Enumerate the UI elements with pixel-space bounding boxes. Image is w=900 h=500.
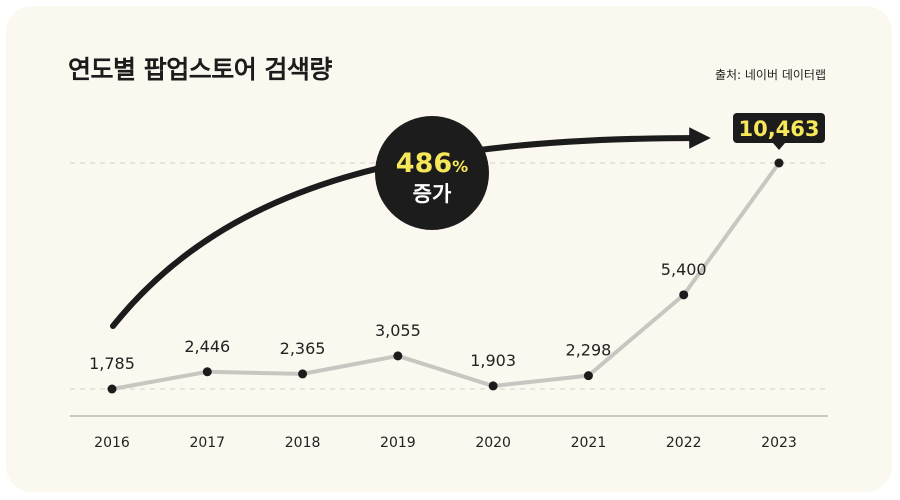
data-label-2023: 10,463 bbox=[738, 117, 819, 141]
source-note: 출처: 네이버 데이터랩 bbox=[714, 68, 826, 82]
data-point-2019 bbox=[393, 351, 403, 361]
data-point-2023 bbox=[774, 158, 784, 168]
data-point-2016 bbox=[107, 384, 117, 394]
data-point-2022 bbox=[679, 290, 689, 300]
series-line bbox=[110, 161, 781, 391]
x-tick-2023: 2023 bbox=[761, 435, 797, 451]
growth-badge: 486% 증가 bbox=[375, 116, 489, 230]
growth-arrow bbox=[110, 127, 711, 329]
data-point-2020 bbox=[488, 381, 498, 391]
x-tick-2020: 2020 bbox=[475, 435, 511, 451]
data-label-2020: 1,903 bbox=[470, 351, 516, 370]
x-tick-2018: 2018 bbox=[285, 435, 321, 451]
growth-badge-circle bbox=[375, 116, 489, 230]
data-point-2017 bbox=[202, 367, 212, 377]
chart-title: 연도별 팝업스토어 검색량 bbox=[68, 55, 332, 84]
x-tick-2021: 2021 bbox=[571, 435, 607, 451]
data-point-2021 bbox=[583, 371, 593, 381]
highlight-callout: 10,463 bbox=[733, 113, 825, 150]
data-point-2018 bbox=[298, 369, 308, 379]
data-label-2018: 2,365 bbox=[280, 339, 326, 358]
growth-percent: 486% bbox=[396, 148, 468, 179]
x-tick-2022: 2022 bbox=[666, 435, 702, 451]
data-label-2017: 2,446 bbox=[184, 337, 230, 356]
callout-pointer bbox=[773, 143, 785, 150]
growth-percent-number: 486 bbox=[396, 148, 452, 179]
x-tick-2017: 2017 bbox=[189, 435, 225, 451]
data-label-2016: 1,785 bbox=[89, 354, 135, 373]
series-layer: 2016 1,785 2017 2,446 2018 2,365 2019 3,055 2020… bbox=[89, 113, 825, 451]
data-label-2019: 3,055 bbox=[375, 321, 421, 340]
data-label-2021: 2,298 bbox=[566, 341, 612, 360]
data-label-2022: 5,400 bbox=[661, 260, 707, 279]
chart-card bbox=[6, 6, 892, 492]
callout-box bbox=[733, 113, 825, 143]
x-tick-2016: 2016 bbox=[94, 435, 130, 451]
growth-label: 증가 bbox=[413, 182, 452, 206]
x-tick-2019: 2019 bbox=[380, 435, 416, 451]
growth-percent-unit: % bbox=[452, 157, 468, 176]
